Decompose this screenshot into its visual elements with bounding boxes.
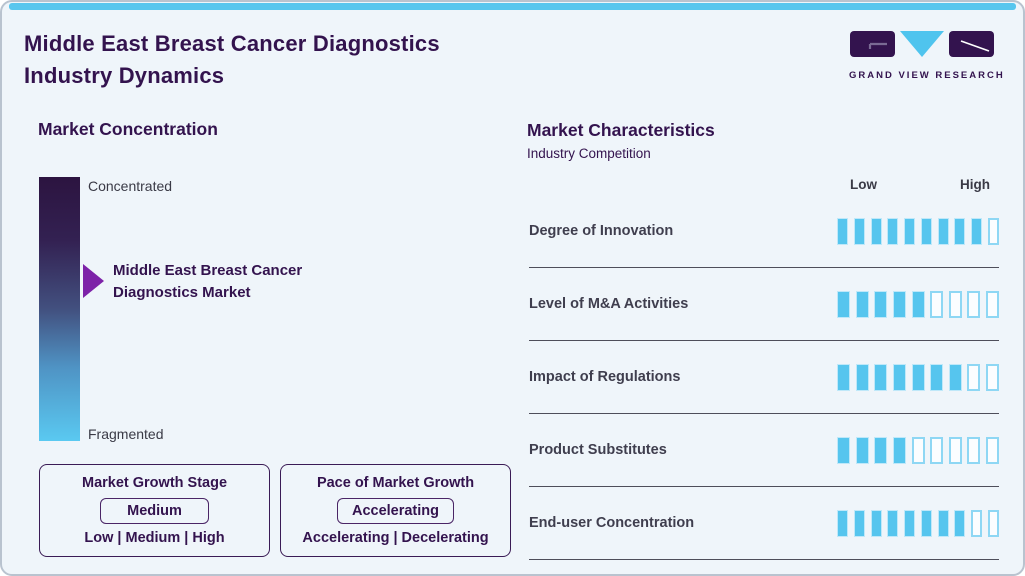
rating-segment-filled [874,363,888,391]
page-title-line1: Middle East Breast Cancer Diagnostics [24,31,440,56]
rating-segment-filled [971,217,983,245]
rating-segment-filled [837,436,850,464]
market-characteristics-heading: Market Characteristics [527,120,715,140]
rating-segment-filled [937,509,949,537]
rating-segment-empty [987,217,999,245]
characteristic-label: End-user Concentration [529,515,695,531]
top-accent-bar [9,3,1016,10]
low-scale-label: Low [850,177,877,192]
rating-segment-filled [948,363,962,391]
page-title-line2: Industry Dynamics [24,63,225,88]
rating-segment-empty [967,363,981,391]
characteristic-row: End-user Concentration [529,487,999,560]
rating-segment-filled [837,290,850,318]
characteristics-rows: Degree of Innovation Level of M&A Activit… [529,195,999,560]
market-growth-stage-title: Market Growth Stage [81,475,228,491]
rating-segment-filled [837,363,850,391]
rating-segment-filled [870,217,882,245]
rating-segment-filled [954,217,966,245]
characteristic-row: Product Substitutes [529,414,999,487]
market-position-label: Middle East Breast Cancer Diagnostics Ma… [113,260,302,304]
rating-segment-empty [967,290,981,318]
rating-segment-empty [911,436,925,464]
rating-segment-empty [967,436,981,464]
rating-segment-empty [986,363,999,391]
pace-of-growth-value: Accelerating [336,497,455,524]
gvr-logo-icon [850,31,994,57]
characteristic-label: Degree of Innovation [529,223,674,239]
rating-segment-filled [853,509,865,537]
rating-segment-filled [870,509,882,537]
rating-segment-filled [887,217,899,245]
rating-segment-filled [930,363,944,391]
rating-bar [837,436,999,464]
characteristic-row: Degree of Innovation [529,195,999,268]
rating-segment-filled [904,217,916,245]
rating-segment-empty [987,509,999,537]
market-position-arrow-icon [83,264,104,298]
rating-segment-filled [911,363,925,391]
brand-name: GRAND VIEW RESEARCH [849,70,1005,81]
characteristic-label: Impact of Regulations [529,369,681,385]
rating-segment-filled [853,217,865,245]
market-growth-stage-options: Low | Medium | High [84,530,225,546]
market-growth-stage-value: Medium [100,497,209,524]
rating-bar [837,290,999,318]
market-position-label-line2: Diagnostics Market [113,284,251,301]
rating-segment-filled [855,363,869,391]
rating-segment-filled [837,509,848,537]
pace-of-growth-title: Pace of Market Growth [316,475,475,491]
concentrated-label: Concentrated [88,178,173,194]
characteristic-row: Level of M&A Activities [529,268,999,341]
rating-segment-filled [920,217,932,245]
rating-segment-filled [887,509,899,537]
pace-of-growth-box: Pace of Market Growth Accelerating Accel… [280,464,511,557]
rating-segment-filled [892,290,906,318]
rating-bar [837,217,999,245]
characteristic-label: Product Substitutes [529,442,667,458]
fragmented-label: Fragmented [88,426,164,442]
industry-competition-subheading: Industry Competition [527,146,651,161]
characteristic-label: Level of M&A Activities [529,296,689,312]
rating-segment-empty [948,436,962,464]
brand-logo: GRAND VIEW RESEARCH [849,30,1005,81]
market-growth-stage-box: Market Growth Stage Medium Low | Medium … [39,464,270,557]
high-scale-label: High [960,177,990,192]
rating-segment-filled [837,217,848,245]
rating-segment-empty [986,290,999,318]
rating-segment-empty [971,509,983,537]
page-title: Middle East Breast Cancer Diagnostics In… [24,28,440,92]
rating-bar [837,363,999,391]
rating-segment-filled [855,436,869,464]
rating-segment-empty [930,290,944,318]
characteristic-row: Impact of Regulations [529,341,999,414]
rating-bar [837,509,999,537]
rating-segment-filled [892,436,906,464]
rating-segment-filled [892,363,906,391]
rating-segment-filled [937,217,949,245]
rating-segment-empty [930,436,944,464]
rating-segment-empty [948,290,962,318]
rating-segment-filled [920,509,932,537]
rating-segment-filled [954,509,966,537]
rating-segment-filled [874,290,888,318]
concentration-gradient-bar [39,177,80,441]
market-position-label-line1: Middle East Breast Cancer [113,262,303,279]
rating-segment-filled [874,436,888,464]
pace-of-growth-options: Accelerating | Decelerating [302,530,489,546]
rating-segment-filled [904,509,916,537]
rating-segment-filled [911,290,925,318]
market-concentration-heading: Market Concentration [38,119,218,139]
rating-segment-filled [855,290,869,318]
rating-segment-empty [986,436,999,464]
